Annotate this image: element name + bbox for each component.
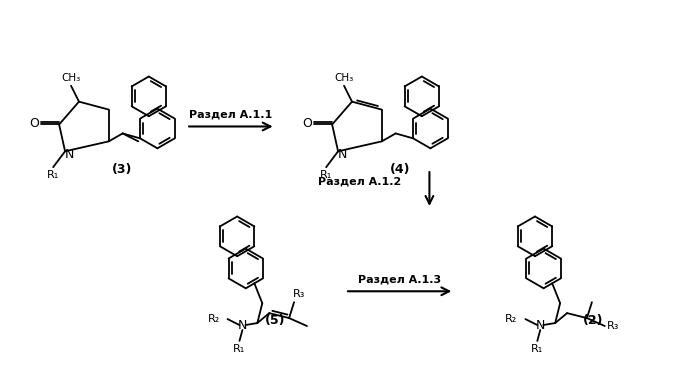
Text: Раздел А.1.3: Раздел А.1.3 (358, 274, 441, 285)
Text: N: N (536, 319, 545, 331)
Text: O: O (302, 117, 312, 130)
Text: N: N (238, 319, 247, 331)
Text: O: O (29, 117, 39, 130)
Text: Раздел А.1.2: Раздел А.1.2 (318, 176, 402, 186)
Text: R₁: R₁ (531, 344, 543, 354)
Text: R₁: R₁ (233, 344, 246, 354)
Text: (5): (5) (265, 314, 286, 326)
Text: (4): (4) (389, 163, 410, 175)
Text: (3): (3) (111, 163, 132, 175)
Text: R₁: R₁ (320, 170, 332, 180)
Text: R₃: R₃ (607, 321, 619, 331)
Text: CH₃: CH₃ (62, 73, 80, 83)
Text: (2): (2) (583, 314, 603, 326)
Text: R₃: R₃ (293, 289, 305, 299)
Text: R₂: R₂ (505, 314, 517, 324)
Text: R₂: R₂ (207, 314, 220, 324)
Text: Раздел А.1.1: Раздел А.1.1 (189, 109, 272, 119)
Text: R₁: R₁ (47, 170, 60, 180)
Text: N: N (64, 148, 74, 161)
Text: CH₃: CH₃ (335, 73, 354, 83)
Text: N: N (337, 148, 346, 161)
